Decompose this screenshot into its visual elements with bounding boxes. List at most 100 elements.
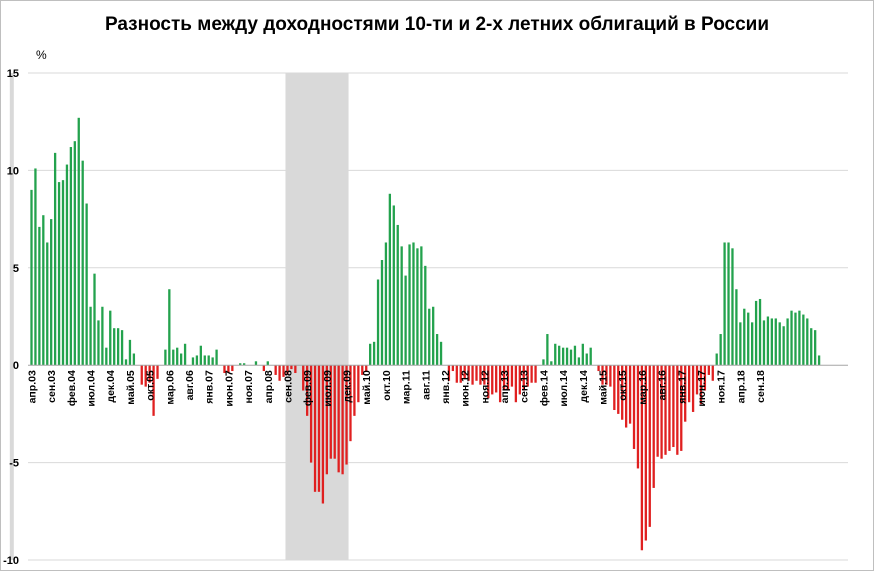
bar bbox=[282, 365, 285, 377]
bar bbox=[542, 359, 545, 366]
bar bbox=[628, 365, 632, 424]
bar bbox=[38, 226, 41, 366]
bar bbox=[42, 215, 45, 366]
bar bbox=[203, 355, 206, 366]
bar bbox=[554, 343, 557, 366]
bar bbox=[317, 365, 321, 492]
bar bbox=[116, 328, 120, 366]
bar bbox=[183, 343, 187, 366]
bar bbox=[278, 365, 281, 381]
bar bbox=[156, 365, 159, 379]
bar bbox=[782, 326, 785, 366]
bar bbox=[743, 308, 746, 366]
x-tick-label: янв.17 bbox=[676, 370, 688, 404]
bar bbox=[491, 365, 494, 395]
bar bbox=[321, 365, 325, 504]
bar bbox=[302, 365, 305, 391]
bar bbox=[333, 365, 336, 459]
bar bbox=[424, 265, 427, 366]
bar bbox=[672, 365, 675, 448]
bar bbox=[534, 365, 537, 383]
bar bbox=[684, 365, 687, 422]
bar bbox=[605, 365, 608, 385]
bar bbox=[105, 347, 108, 366]
bar bbox=[128, 339, 132, 366]
bar bbox=[475, 365, 478, 381]
bar bbox=[306, 365, 309, 416]
x-tick-label: апр.08 bbox=[263, 370, 275, 403]
x-tick-label: окт.15 bbox=[617, 370, 629, 401]
bar bbox=[81, 160, 84, 366]
bar bbox=[502, 365, 506, 391]
bar bbox=[814, 330, 817, 366]
bar bbox=[644, 365, 647, 541]
bar bbox=[376, 279, 380, 366]
bar bbox=[416, 248, 419, 366]
bar bbox=[286, 365, 289, 375]
bar bbox=[199, 345, 202, 366]
bar bbox=[73, 141, 76, 366]
bar bbox=[179, 353, 183, 366]
bar bbox=[432, 306, 435, 366]
bar bbox=[747, 312, 750, 366]
bar bbox=[565, 347, 569, 366]
bar bbox=[510, 365, 514, 387]
x-tick-label: дек.09 bbox=[342, 370, 354, 403]
x-tick-label: мар.06 bbox=[164, 370, 176, 405]
bar bbox=[53, 152, 57, 366]
bar bbox=[691, 365, 695, 412]
bar bbox=[561, 347, 565, 366]
x-tick-label: июл.14 bbox=[558, 370, 570, 407]
bar bbox=[723, 242, 726, 366]
bar bbox=[676, 365, 679, 455]
x-tick-label: мар.11 bbox=[401, 370, 413, 404]
bar bbox=[455, 365, 458, 383]
x-tick-label: июл.09 bbox=[322, 370, 334, 407]
bar bbox=[624, 365, 628, 428]
bar bbox=[46, 242, 49, 366]
bar bbox=[97, 320, 100, 366]
bar bbox=[790, 310, 793, 366]
bar bbox=[609, 365, 612, 387]
bar bbox=[85, 203, 88, 366]
bar bbox=[632, 365, 636, 449]
y-tick-label: 5 bbox=[13, 263, 19, 275]
shaded-period-1 bbox=[285, 73, 349, 560]
bar bbox=[109, 310, 112, 366]
bar bbox=[786, 318, 789, 366]
bar bbox=[754, 300, 758, 366]
bar bbox=[172, 349, 175, 366]
bar bbox=[57, 182, 61, 366]
x-tick-label: апр.03 bbox=[27, 370, 39, 403]
bar bbox=[420, 246, 423, 366]
bar bbox=[766, 316, 770, 366]
y-tick-labels: -10 -5 0 5 10 15 bbox=[3, 68, 19, 567]
bar bbox=[329, 365, 332, 459]
x-tick-label: май.15 bbox=[598, 370, 610, 405]
x-tick-label: май.05 bbox=[125, 370, 137, 405]
bar bbox=[585, 353, 588, 366]
y-tick-label: -5 bbox=[9, 458, 19, 470]
bar bbox=[597, 365, 600, 372]
bar bbox=[569, 349, 573, 366]
bar bbox=[758, 298, 762, 366]
x-tick-label: июн.12 bbox=[460, 370, 472, 407]
bar bbox=[93, 273, 96, 366]
bar bbox=[337, 365, 340, 473]
bar bbox=[522, 365, 525, 391]
bar bbox=[140, 365, 143, 385]
shaded-periods bbox=[9, 73, 349, 560]
bar bbox=[400, 246, 403, 366]
bar bbox=[617, 365, 620, 414]
bar bbox=[467, 365, 470, 381]
bar bbox=[345, 365, 348, 465]
bar bbox=[664, 365, 667, 455]
x-tick-label: фев.09 bbox=[302, 370, 314, 406]
bar bbox=[660, 365, 663, 459]
bar bbox=[357, 365, 360, 403]
bar bbox=[61, 180, 65, 366]
bar bbox=[207, 355, 210, 366]
bar bbox=[294, 365, 297, 373]
x-tick-label: май.10 bbox=[361, 370, 373, 405]
bar bbox=[668, 365, 671, 451]
